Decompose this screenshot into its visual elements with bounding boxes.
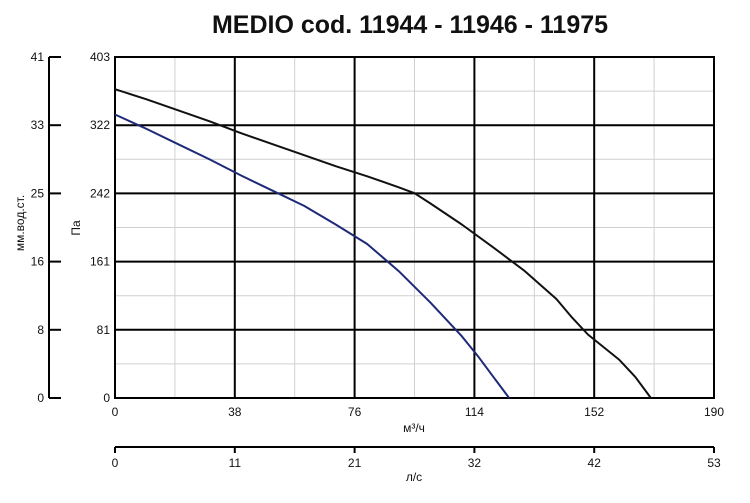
secondary-y-tick-label: 25	[31, 186, 45, 200]
secondary-y-tick-label: 16	[31, 255, 45, 269]
series-line-2	[114, 113, 510, 399]
minor-gridlines	[115, 57, 714, 398]
secondary-y-axis: 0 8 16 25 33 41	[31, 50, 61, 405]
x-tick-label: 38	[228, 405, 242, 419]
secondary-y-axis-label: мм.вод.ст.	[13, 195, 27, 251]
series-line-1	[114, 88, 652, 399]
secondary-y-tick-label: 33	[31, 118, 45, 132]
x-tick-label: 152	[584, 405, 604, 419]
y-axis-label: Па	[69, 220, 83, 236]
y-tick-label: 81	[97, 323, 111, 337]
secondary-x-tick-label: 0	[112, 456, 119, 470]
secondary-x-axis: 0 11 21 32 42 53	[112, 446, 721, 470]
x-tick-labels: 0 38 76 114 152 190	[112, 405, 725, 419]
secondary-x-tick-label: 21	[348, 456, 362, 470]
chart-title: MEDIO cod. 11944 - 11946 - 11975	[212, 11, 608, 39]
series-group	[114, 88, 652, 399]
x-tick-label: 190	[704, 405, 724, 419]
plot-frame	[114, 56, 715, 399]
secondary-y-tick-label: 0	[37, 391, 44, 405]
secondary-x-tick-label: 11	[229, 456, 242, 470]
y-tick-label: 161	[90, 255, 110, 269]
x-tick-label: 76	[348, 405, 362, 419]
major-gridlines	[115, 57, 714, 398]
secondary-x-tick-label: 42	[588, 456, 602, 470]
y-tick-label: 322	[90, 118, 110, 132]
y-tick-label: 0	[103, 391, 110, 405]
x-tick-label: 0	[112, 405, 119, 419]
secondary-x-tick-label: 53	[707, 456, 721, 470]
x-axis-label: м³/ч	[403, 421, 425, 435]
y-tick-labels: 0 81 161 242 322 403	[90, 50, 110, 405]
secondary-y-tick-label: 41	[31, 50, 45, 64]
y-tick-label: 242	[90, 186, 110, 200]
secondary-y-tick-label: 8	[37, 323, 44, 337]
x-tick-label: 114	[465, 405, 484, 419]
secondary-x-tick-label: 32	[468, 456, 482, 470]
secondary-x-axis-label: л/с	[406, 470, 422, 484]
y-tick-label: 403	[90, 50, 110, 64]
